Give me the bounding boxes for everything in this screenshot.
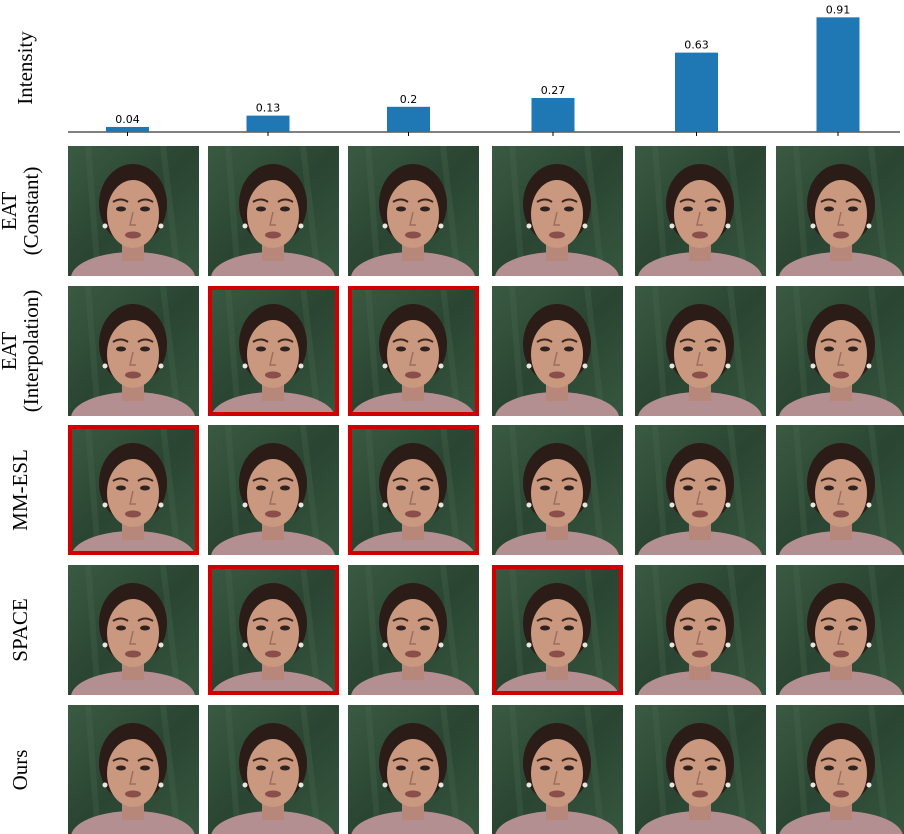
face-image (776, 705, 904, 834)
face-image (348, 286, 479, 444)
face-image (68, 565, 199, 723)
face-image (68, 146, 199, 304)
page: {"chart_data": {"type": "bar", "ylabel":… (0, 0, 904, 834)
face-image (492, 425, 623, 583)
face-image (208, 565, 339, 723)
row-label: EAT (0, 192, 21, 231)
face-image (348, 425, 479, 583)
row-label: SPACE (8, 598, 32, 661)
value-label: 0.63 (684, 39, 709, 52)
face-image (348, 146, 479, 304)
face-image (635, 565, 766, 723)
value-label: 0.04 (115, 113, 140, 126)
face-image (208, 425, 339, 583)
row-label: (Interpolation) (19, 290, 43, 412)
face-image (348, 565, 479, 723)
face-image (776, 565, 904, 723)
face-image (635, 705, 766, 834)
row-label: (Constant) (19, 167, 43, 256)
bar (106, 127, 149, 132)
face-image (208, 146, 339, 304)
row-label: EAT (0, 332, 21, 371)
value-label: 0.91 (826, 3, 851, 16)
value-label: 0.27 (541, 84, 566, 97)
bar (387, 107, 430, 132)
face-image (68, 425, 199, 583)
face-image (492, 286, 623, 444)
bar (675, 53, 718, 132)
face-image (635, 146, 766, 304)
row-label: Ours (8, 750, 32, 791)
face-image (635, 286, 766, 444)
face-image (776, 146, 904, 304)
face-image (348, 705, 479, 834)
face-image (492, 146, 623, 304)
bar (247, 116, 290, 132)
face-image (68, 705, 199, 834)
figure: Intensity 0.040.130.20.270.630.91EAT(Con… (0, 0, 904, 834)
face-image (208, 705, 339, 834)
face-image (776, 286, 904, 444)
y-axis-label: Intensity (13, 31, 37, 105)
face-image (635, 425, 766, 583)
row-label: MM-ESL (8, 449, 32, 531)
bar (817, 17, 860, 132)
face-image (492, 565, 623, 723)
face-image (492, 705, 623, 834)
value-label: 0.13 (256, 102, 281, 115)
face-image (208, 286, 339, 444)
face-image (776, 425, 904, 583)
bar (532, 98, 575, 132)
face-image (68, 286, 199, 444)
value-label: 0.2 (400, 93, 418, 106)
